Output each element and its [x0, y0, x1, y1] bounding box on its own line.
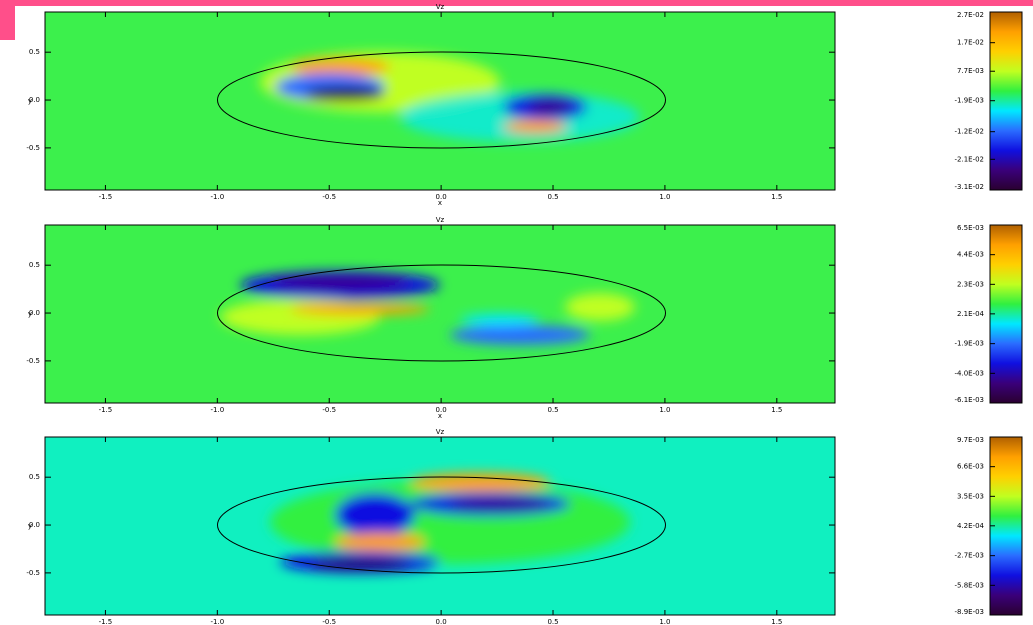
colorbar-tick-label: 3.5E-03 — [957, 492, 984, 500]
top-bar-tab — [0, 0, 15, 40]
y-tick-label: 0.5 — [29, 48, 40, 56]
colorbar-tick-label: -2.7E-03 — [954, 552, 984, 560]
colorbar-tick-label: 6.5E-03 — [957, 224, 984, 232]
colorbar-tick-label: 4.2E-04 — [957, 522, 985, 530]
colorbar-tick-label: 4.4E-03 — [957, 251, 984, 259]
plot-background — [45, 225, 835, 403]
colorbar-tick-label: 1.7E-02 — [957, 39, 984, 47]
y-tick-label: -0.5 — [26, 357, 40, 365]
colorbar-tick-label: -2.1E-02 — [954, 155, 984, 163]
x-tick-label: 0.5 — [547, 618, 558, 625]
colorbar-tick-label: -8.9E-03 — [954, 608, 984, 616]
colorbar-tick-label: -5.8E-03 — [954, 581, 984, 589]
x-tick-label: -1.0 — [210, 406, 224, 414]
y-tick-label: 0.0 — [29, 521, 40, 529]
title: Vz — [436, 428, 445, 436]
y-tick-label: 0.0 — [29, 96, 40, 104]
x-tick-label: 0.0 — [436, 193, 447, 201]
colorbar-tick-label: -4.0E-03 — [954, 369, 984, 377]
y-tick-label: -0.5 — [26, 569, 40, 577]
colorbar-tick-label: -1.9E-03 — [954, 97, 984, 105]
y-tick-label: 0.0 — [29, 309, 40, 317]
x-tick-label: 1.5 — [771, 618, 782, 625]
colorbar-tick-label: 2.3E-03 — [957, 280, 984, 288]
x-tick-label: 1.5 — [771, 406, 782, 414]
x-tick-label: 1.0 — [659, 193, 670, 201]
x-tick-label: -1.5 — [99, 193, 113, 201]
x-tick-label: -1.5 — [99, 406, 113, 414]
y-tick-label: 0.5 — [29, 261, 40, 269]
colorbar-tick-label: 2.7E-02 — [957, 11, 984, 19]
title: Vz — [436, 3, 445, 11]
x-tick-label: 1.0 — [659, 618, 670, 625]
colorbar-tick-label: -6.1E-03 — [954, 396, 984, 404]
x-tick-label: 0.0 — [436, 618, 447, 625]
x-tick-label: -1.0 — [210, 193, 224, 201]
x-tick-label: -1.5 — [99, 618, 113, 625]
top-bar — [0, 0, 1033, 6]
colorbar-tick-label: 6.6E-03 — [957, 463, 984, 471]
x-tick-label: -0.5 — [322, 618, 336, 625]
colorbar-tick-label: 2.1E-04 — [957, 310, 985, 318]
page: Vzxy-1.5-1.0-0.50.00.51.01.5-0.50.00.52.… — [0, 0, 1033, 625]
x-tick-label: -0.5 — [322, 406, 336, 414]
x-tick-label: 0.5 — [547, 193, 558, 201]
y-tick-label: -0.5 — [26, 144, 40, 152]
x-tick-label: 1.5 — [771, 193, 782, 201]
colorbar-tick-label: -1.2E-02 — [954, 128, 984, 136]
x-tick-label: 1.0 — [659, 406, 670, 414]
colorbar-tick-label: 9.7E-03 — [957, 436, 984, 444]
x-tick-label: -0.5 — [322, 193, 336, 201]
colorbar-tick-label: -3.1E-02 — [954, 183, 984, 191]
y-tick-label: 0.5 — [29, 473, 40, 481]
x-tick-label: 0.5 — [547, 406, 558, 414]
panel: Vzxy-1.5-1.0-0.50.00.51.01.5-0.50.00.59.… — [26, 428, 1022, 625]
colorbar-tick-label: -1.9E-03 — [954, 340, 984, 348]
figure: Vzxy-1.5-1.0-0.50.00.51.01.5-0.50.00.52.… — [0, 0, 1033, 625]
x-tick-label: 0.0 — [436, 406, 447, 414]
title: Vz — [436, 216, 445, 224]
colorbar-tick-label: 7.7E-03 — [957, 67, 984, 75]
x-tick-label: -1.0 — [210, 618, 224, 625]
